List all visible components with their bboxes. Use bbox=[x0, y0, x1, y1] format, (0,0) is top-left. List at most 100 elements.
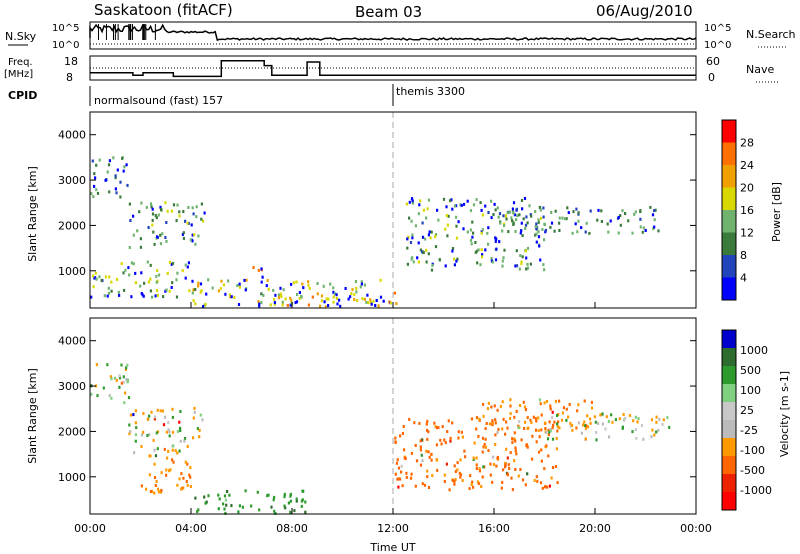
echo-cell bbox=[160, 208, 163, 211]
colorbar-segment bbox=[722, 330, 736, 348]
echo-cell bbox=[457, 220, 460, 224]
echo-cell bbox=[120, 381, 123, 385]
echo-cell bbox=[192, 299, 195, 303]
echo-cell bbox=[515, 409, 518, 413]
echo-cell bbox=[514, 264, 517, 268]
echo-cell bbox=[395, 461, 398, 465]
echo-cell bbox=[523, 197, 527, 200]
echo-cell bbox=[509, 416, 512, 420]
echo-cell bbox=[252, 266, 255, 269]
echo-cell bbox=[260, 267, 263, 271]
echo-cell bbox=[419, 199, 422, 203]
echo-cell bbox=[179, 410, 182, 413]
x-tick-label: 12:00 bbox=[377, 522, 409, 535]
echo-cell bbox=[410, 257, 413, 261]
echo-cell bbox=[524, 483, 527, 487]
echo-cell bbox=[169, 468, 172, 472]
echo-cell bbox=[172, 444, 175, 448]
echo-cell bbox=[590, 406, 594, 410]
echo-cell bbox=[178, 449, 181, 453]
colorbar-segment bbox=[722, 420, 736, 438]
echo-cell bbox=[462, 202, 466, 206]
echo-cell bbox=[110, 289, 113, 293]
echo-cell bbox=[178, 214, 181, 218]
echo-cell bbox=[434, 425, 437, 429]
echo-cell bbox=[558, 229, 561, 232]
echo-cell bbox=[526, 246, 530, 250]
echo-cell bbox=[445, 205, 448, 209]
echo-cell bbox=[574, 222, 577, 226]
echo-cell bbox=[233, 295, 236, 299]
echo-cell bbox=[461, 435, 464, 439]
echo-cell bbox=[586, 425, 590, 429]
echo-cell bbox=[278, 293, 281, 297]
nsky-line bbox=[89, 23, 697, 41]
echo-cell bbox=[116, 277, 119, 281]
echo-cell bbox=[416, 256, 419, 260]
echo-cell bbox=[547, 433, 550, 437]
echo-cell bbox=[138, 210, 141, 214]
echo-cell bbox=[224, 498, 227, 502]
echo-cell bbox=[122, 380, 125, 384]
echo-cell bbox=[139, 237, 142, 241]
echo-cell bbox=[267, 287, 270, 291]
echo-cell bbox=[605, 415, 608, 419]
echo-cell bbox=[426, 428, 429, 432]
echo-cell bbox=[444, 264, 447, 268]
echo-cell bbox=[230, 504, 233, 508]
echo-cell bbox=[193, 406, 196, 410]
echo-cell bbox=[332, 290, 335, 294]
echo-cell bbox=[389, 301, 392, 305]
echo-cell bbox=[106, 363, 109, 367]
echo-cell bbox=[179, 439, 182, 443]
echo-cell bbox=[171, 281, 174, 285]
echo-cell bbox=[637, 417, 640, 421]
echo-cell bbox=[460, 430, 463, 434]
echo-cell bbox=[96, 394, 99, 398]
echo-cell bbox=[114, 187, 117, 191]
echo-cell bbox=[283, 492, 286, 496]
echo-cell bbox=[124, 391, 127, 395]
echo-cell bbox=[521, 207, 524, 211]
echo-cell bbox=[420, 438, 424, 442]
nsky-label: N.Sky bbox=[5, 30, 37, 43]
echo-cell bbox=[480, 208, 483, 212]
colorbar-tick-label: 20 bbox=[740, 182, 754, 195]
echo-cell bbox=[229, 295, 232, 299]
echo-cell bbox=[90, 192, 93, 195]
colorbar-tick-label: 8 bbox=[740, 249, 747, 262]
freq-line bbox=[90, 60, 696, 78]
echo-cell bbox=[119, 195, 122, 199]
echo-cell bbox=[175, 278, 178, 282]
echo-cell bbox=[217, 289, 220, 293]
echo-cell bbox=[535, 475, 538, 479]
echo-cell bbox=[546, 437, 550, 441]
echo-cell bbox=[513, 459, 516, 463]
echo-cell bbox=[560, 418, 564, 422]
echo-cell bbox=[197, 234, 200, 238]
power-colorbar-label: Power [dB] bbox=[770, 182, 783, 242]
echo-cell bbox=[508, 466, 511, 470]
echo-cell bbox=[272, 498, 275, 502]
echo-cell bbox=[655, 430, 658, 434]
echo-cell bbox=[161, 409, 164, 413]
echo-cell bbox=[597, 208, 600, 212]
echo-cell bbox=[506, 456, 509, 460]
echo-cell bbox=[135, 426, 138, 430]
echo-cell bbox=[405, 471, 408, 475]
echo-cell bbox=[369, 300, 373, 304]
echo-cell bbox=[470, 242, 473, 246]
echo-cell bbox=[487, 449, 490, 452]
echo-cell bbox=[490, 216, 493, 220]
echo-cell bbox=[142, 412, 145, 416]
echo-cell bbox=[476, 261, 479, 265]
echo-cell bbox=[160, 488, 163, 492]
echo-cell bbox=[520, 199, 524, 202]
echo-cell bbox=[335, 296, 338, 300]
echo-cell bbox=[96, 191, 100, 195]
echo-cell bbox=[283, 495, 286, 499]
echo-cell bbox=[159, 205, 162, 209]
echo-cell bbox=[186, 483, 189, 487]
echo-cell bbox=[116, 168, 119, 172]
